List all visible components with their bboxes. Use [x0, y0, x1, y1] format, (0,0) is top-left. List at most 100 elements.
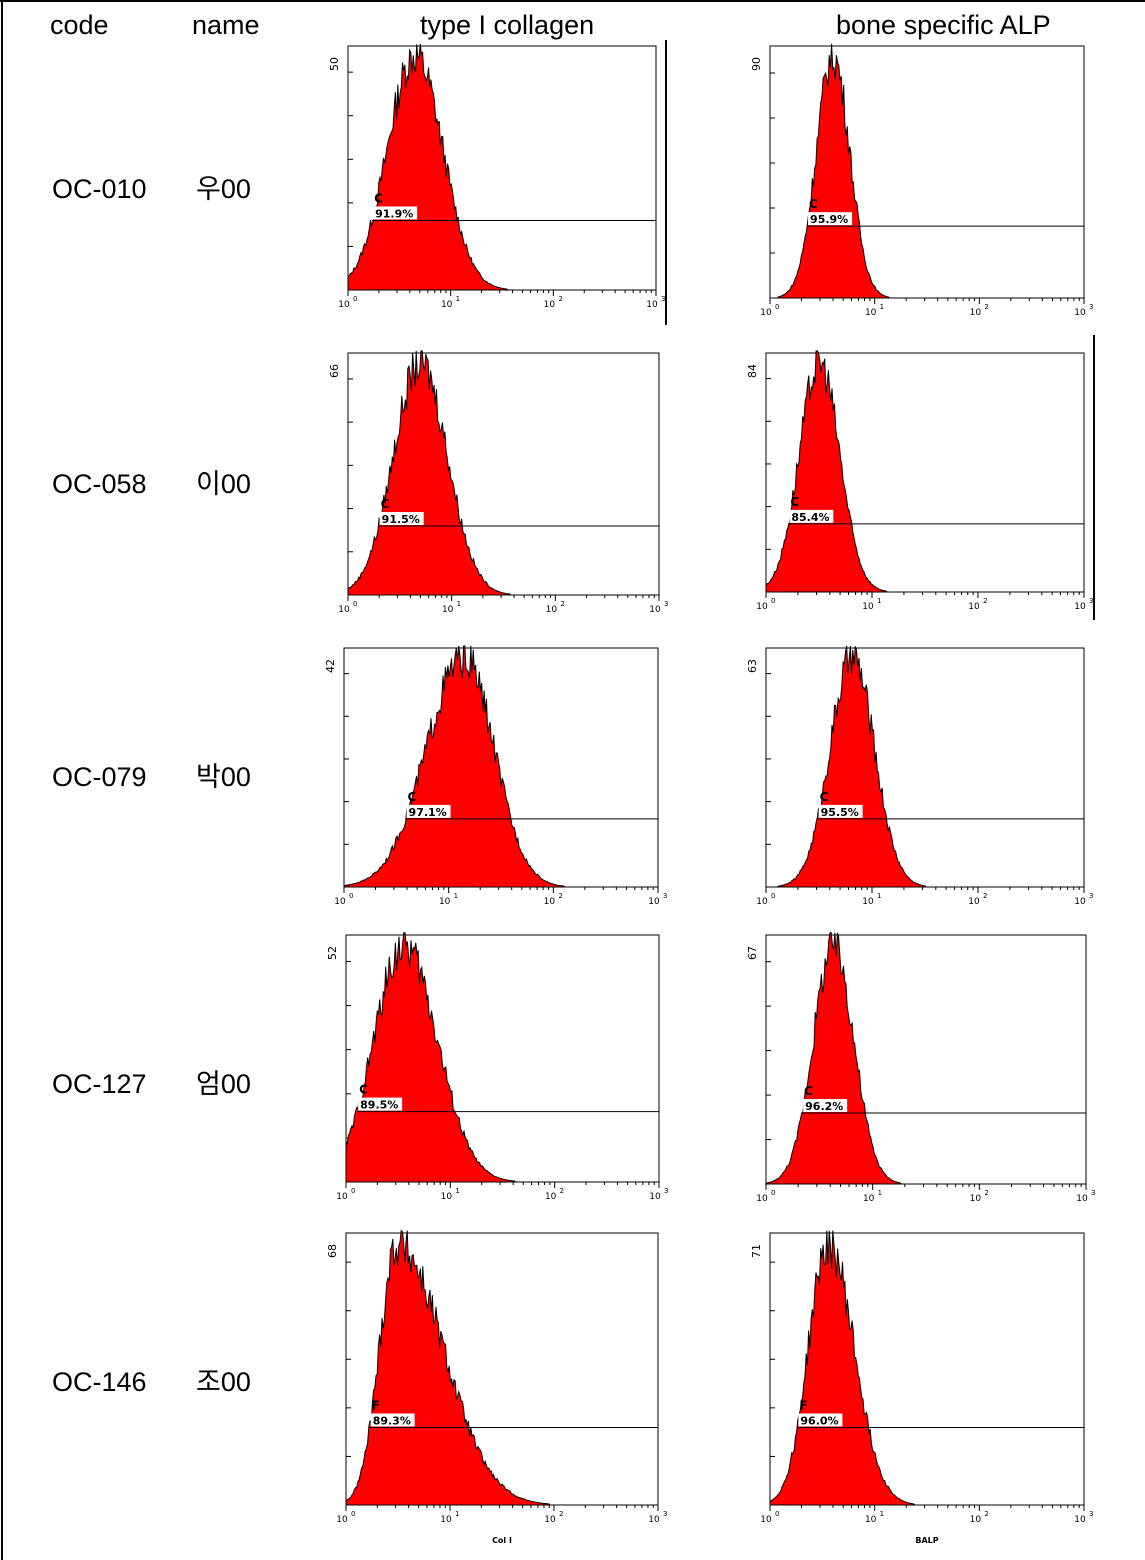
y-max-label: 66 — [328, 364, 341, 378]
x-tick-label: 10 — [968, 897, 980, 907]
x-tick-exponent: 2 — [984, 303, 988, 311]
y-max-label: 71 — [750, 1244, 763, 1258]
x-tick-exponent: 3 — [663, 1510, 667, 1518]
x-tick-exponent: 3 — [664, 1187, 668, 1195]
histogram-panel: 68 F 89.3% 10 0 10 1 10 2 10 3 Col I — [326, 1227, 667, 1557]
header-type-i-collagen: type I collagen — [420, 10, 595, 40]
gate-percent: 91.5% — [382, 513, 420, 526]
histogram-panel: 63 C 95.5% 10 0 10 1 10 2 10 3 — [746, 642, 1093, 917]
y-max-label: 84 — [746, 364, 759, 378]
x-tick-label: 10 — [865, 1515, 877, 1525]
x-tick-exponent: 1 — [877, 597, 881, 605]
x-tick-label: 10 — [336, 1192, 348, 1202]
x-tick-label: 10 — [646, 300, 658, 310]
y-max-label: 52 — [326, 946, 339, 960]
x-tick-label: 10 — [440, 1515, 452, 1525]
row-name: 이00 — [196, 469, 251, 499]
gate-label-box — [370, 1413, 415, 1427]
x-tick-label: 10 — [862, 602, 874, 612]
gate-percent: 95.5% — [821, 806, 859, 819]
row-name: 조00 — [196, 1367, 251, 1397]
x-tick-label: 10 — [970, 1194, 982, 1204]
histogram-area — [345, 1229, 658, 1506]
x-tick-exponent: 1 — [880, 1510, 884, 1518]
gate-percent: 91.9% — [375, 207, 413, 220]
x-tick-exponent: 2 — [560, 600, 564, 608]
x-tick-exponent: 0 — [353, 295, 357, 303]
histogram-panel: 50 C 91.9% 10 0 10 1 10 2 10 3 — [328, 40, 665, 320]
x-tick-label: 10 — [648, 1515, 660, 1525]
x-tick-exponent: 3 — [1091, 1189, 1095, 1197]
row-name: 엄00 — [196, 1069, 251, 1099]
x-tick-exponent: 2 — [983, 597, 987, 605]
x-tick-label: 10 — [756, 1194, 768, 1204]
gate-label-box — [808, 212, 853, 226]
x-tick-exponent: 2 — [558, 892, 562, 900]
x-tick-label: 10 — [862, 897, 874, 907]
gate-letter: C — [809, 197, 818, 211]
x-tick-exponent: 0 — [775, 303, 779, 311]
gate-letter: C — [804, 1084, 813, 1098]
header-name: name — [192, 10, 260, 40]
gate-percent: 89.3% — [373, 1414, 411, 1427]
x-axis-label: Col I — [492, 1536, 512, 1545]
x-tick-label: 10 — [442, 605, 454, 615]
x-tick-label: 10 — [756, 897, 768, 907]
histogram-area — [770, 43, 1084, 299]
x-tick-label: 10 — [1076, 1194, 1088, 1204]
histogram-panel: 42 C 97.1% 10 0 10 1 10 2 10 3 — [324, 642, 667, 917]
x-tick-exponent: 3 — [1089, 892, 1093, 900]
x-tick-exponent: 3 — [1089, 1510, 1093, 1518]
gate-percent: 85.4% — [791, 511, 829, 524]
gate-label-box — [406, 804, 451, 818]
x-tick-label: 10 — [649, 1192, 661, 1202]
histogram-panel: 67 C 96.2% 10 0 10 1 10 2 10 3 — [746, 929, 1095, 1214]
gate-letter: F — [372, 1398, 380, 1412]
gate-percent: 96.0% — [800, 1414, 838, 1427]
row-code: OC-010 — [52, 174, 147, 204]
row-name: 우00 — [196, 174, 251, 204]
x-tick-exponent: 3 — [1089, 303, 1093, 311]
gate-label-box — [798, 1413, 843, 1427]
histogram-area — [766, 645, 1084, 888]
gate-letter: F — [799, 1398, 807, 1412]
y-max-label: 67 — [746, 946, 759, 960]
x-tick-exponent: 1 — [877, 892, 881, 900]
y-max-label: 68 — [326, 1244, 339, 1258]
x-tick-label: 10 — [865, 308, 877, 318]
x-tick-exponent: 1 — [455, 1187, 459, 1195]
x-tick-label: 10 — [968, 602, 980, 612]
gate-label-box — [818, 804, 863, 818]
x-tick-label: 10 — [544, 897, 556, 907]
x-tick-exponent: 2 — [984, 1510, 988, 1518]
x-tick-label: 10 — [546, 605, 558, 615]
y-max-label: 63 — [746, 659, 759, 673]
gate-percent: 89.5% — [360, 1099, 398, 1112]
x-tick-exponent: 0 — [351, 1510, 355, 1518]
x-tick-label: 10 — [1074, 308, 1086, 318]
x-tick-label: 10 — [439, 897, 451, 907]
x-tick-label: 10 — [648, 897, 660, 907]
x-tick-label: 10 — [756, 602, 768, 612]
y-max-label: 50 — [328, 57, 341, 71]
x-tick-exponent: 2 — [558, 295, 562, 303]
gate-percent: 95.9% — [810, 213, 848, 226]
histogram-area — [764, 932, 1086, 1185]
x-tick-label: 10 — [544, 1515, 556, 1525]
gate-letter: C — [381, 497, 390, 511]
x-tick-exponent: 2 — [560, 1187, 564, 1195]
x-tick-exponent: 1 — [456, 295, 460, 303]
y-max-label: 90 — [750, 57, 763, 71]
x-tick-exponent: 3 — [661, 295, 665, 303]
x-tick-label: 10 — [334, 897, 346, 907]
x-tick-exponent: 3 — [664, 600, 668, 608]
x-tick-label: 10 — [863, 1194, 875, 1204]
x-tick-exponent: 0 — [351, 1187, 355, 1195]
x-tick-label: 10 — [760, 308, 772, 318]
x-tick-label: 10 — [336, 1515, 348, 1525]
gate-label-box — [803, 1099, 848, 1113]
x-tick-exponent: 2 — [983, 892, 987, 900]
panel-divider-line — [1093, 335, 1095, 620]
gate-letter: C — [374, 191, 383, 205]
